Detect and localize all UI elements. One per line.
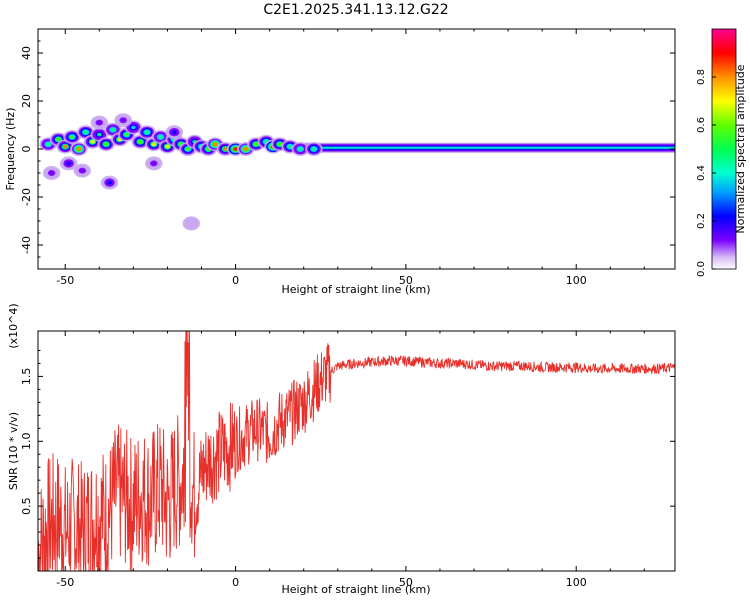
snr-frame [37, 330, 676, 572]
spectral-blob [145, 156, 163, 171]
spectrogram-x-label: Height of straight line (km) [281, 283, 430, 296]
snr-y-tick-label: 1.5 [20, 368, 33, 386]
snr-x-axis: -50 0 50 100 [56, 331, 645, 589]
spectral-blob [100, 175, 119, 190]
colorbar-gradient [711, 28, 737, 270]
snr-x-tick-label: -50 [56, 576, 74, 589]
spectrogram-y-tick-label: 40 [20, 46, 33, 60]
spectral-blob [291, 142, 310, 156]
snr-x-tick-label: 0 [232, 576, 239, 589]
spectral-blob [138, 125, 156, 140]
snr-y-tick-label: 1.0 [20, 433, 33, 451]
colorbar-tick-label: 0.8 [696, 69, 707, 85]
spectral-blob [117, 127, 136, 142]
spectrogram-y-tick-label: -20 [20, 188, 33, 206]
spectrogram-x-tick-label: 0 [232, 274, 239, 287]
spectral-blob [59, 156, 78, 171]
spectrogram-x-axis: -50 0 50 100 [56, 29, 645, 287]
spectrogram-y-label: Frequency (Hz) [4, 108, 17, 191]
spectral-blob [42, 166, 61, 180]
snr-x-tick-label: 100 [566, 576, 587, 589]
spectrogram-y-tick-label: -40 [20, 236, 33, 254]
colorbar-tick-label: 0.4 [696, 165, 707, 181]
spectrogram-panel: -50 0 50 100 -40 -20 0 20 40 Height of straight… [4, 28, 676, 296]
spectrogram-x-tick-label: 50 [399, 274, 413, 287]
snr-x-label: Height of straight line (km) [281, 583, 430, 596]
spectrogram-heatmap [39, 113, 675, 231]
colorbar-tick-label: 0.0 [696, 261, 707, 277]
figure-title: C2E1.2025.341.13.12.G22 [263, 2, 448, 18]
colorbar-label: Normalized spectral amplitude [734, 64, 747, 233]
spectrogram-x-tick-label: 100 [566, 274, 587, 287]
colorbar-ticks: 0.0 0.2 0.4 0.6 0.8 [696, 69, 716, 277]
snr-plot-area [38, 331, 675, 571]
snr-panel: -50 0 50 100 0.5 1.0 1.5 Height of straight l… [7, 303, 676, 596]
spectral-blob [90, 115, 109, 130]
snr-line [38, 331, 675, 571]
colorbar-tick-label: 0.2 [696, 213, 707, 229]
spectral-band [303, 141, 675, 154]
snr-y-scale-label: (x10^4) [7, 303, 20, 348]
spectral-blob [305, 142, 323, 156]
spectral-blob [70, 142, 88, 156]
spectral-blob [73, 163, 92, 178]
snr-y-label: SNR (10 * v/v) [7, 412, 20, 490]
spectral-blob [63, 130, 81, 144]
snr-y-tick-label: 0.5 [20, 497, 33, 515]
spectrogram-y-axis: -40 -20 0 20 40 [20, 40, 675, 258]
spectrogram-y-tick-label: 20 [20, 94, 33, 108]
spectrogram-y-tick-label: 0 [20, 146, 33, 153]
spectrogram-x-tick-label: -50 [56, 274, 74, 287]
snr-x-tick-label: 50 [399, 576, 413, 589]
spectral-blob [114, 113, 132, 128]
spectral-blob [97, 137, 115, 152]
snr-y-axis: 0.5 1.0 1.5 [20, 349, 675, 559]
colorbar: 0.0 0.2 0.4 0.6 0.8 Normalized spectral ampl… [696, 28, 747, 277]
colorbar-tick-label: 0.6 [696, 117, 707, 133]
spectral-blob [182, 216, 201, 231]
spectral-blob [165, 125, 184, 140]
